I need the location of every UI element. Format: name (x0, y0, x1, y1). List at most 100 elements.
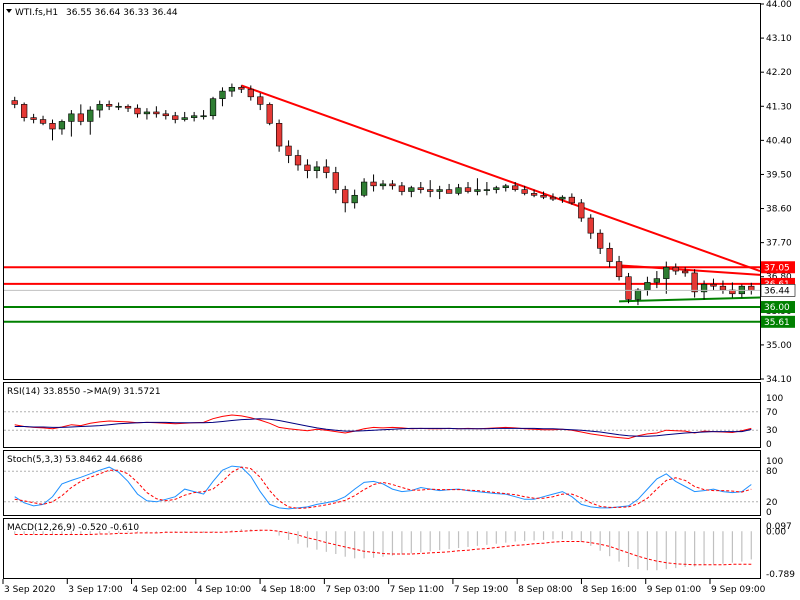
time-tick-label: 9 Sep 01:00 (647, 585, 702, 595)
level-price-tag (761, 261, 795, 274)
candle-body (115, 105, 122, 108)
horizontal-levels (4, 266, 760, 323)
candle-body (521, 189, 528, 194)
candle-body (68, 113, 75, 122)
candle-body (483, 189, 491, 191)
candle-body (540, 194, 547, 198)
rsi-ma-line (14, 418, 752, 437)
current-price-tag (760, 284, 796, 297)
rsi-tick-label: 0 (766, 440, 772, 450)
price-tick-label: 37.70 (766, 239, 792, 249)
price-tick-label: 42.20 (766, 68, 792, 78)
price-tick-label: 38.60 (766, 205, 792, 215)
candle-body (653, 278, 660, 283)
candle-body (663, 266, 670, 279)
macd-signal-line (14, 529, 752, 566)
macd-label: MACD(12,26,9) -0.520 -0.610 (7, 523, 139, 533)
time-axis: 3 Sep 2020 3 Sep 17:00 4 Sep 02:00 4 Sep 10… (2, 579, 766, 595)
current-price-tag-label: 36.44 (764, 286, 790, 296)
candle-body (474, 189, 481, 192)
candle-body (143, 111, 151, 115)
time-tick-label: 7 Sep 03:00 (325, 585, 380, 595)
trendline (619, 264, 761, 276)
time-tick-label: 4 Sep 18:00 (261, 585, 316, 595)
price-tick-label: 44.00 (766, 0, 792, 10)
candle-body (247, 88, 254, 98)
trendline (241, 84, 761, 272)
macd-tick-label: -0.789 (766, 570, 795, 580)
rsi-label: RSI(14) 33.8550 ->MA(9) 31.5721 (7, 387, 161, 397)
candle-body (228, 87, 236, 92)
candle-body (408, 187, 415, 192)
trendline (619, 296, 761, 303)
candle-body (634, 289, 642, 300)
price-tick-label: 36.80 (766, 273, 792, 283)
candle-body (436, 189, 443, 192)
stoch-main-line (14, 465, 752, 510)
candle-body (191, 115, 198, 118)
candle-body (39, 119, 47, 124)
time-tick-label: 8 Sep 08:00 (518, 585, 573, 595)
candle-body (644, 282, 651, 291)
candle-body (625, 276, 632, 300)
time-tick-label: 3 Sep 17:00 (68, 585, 123, 595)
time-tick-label: 9 Sep 09:00 (711, 585, 766, 595)
rsi-tick-label: 70 (766, 408, 778, 418)
level-price-tag-label: 37.05 (764, 263, 790, 273)
candle-body (597, 232, 604, 249)
candle-body (106, 104, 113, 107)
rsi-tick-label: 30 (766, 426, 778, 436)
candle-body (96, 104, 103, 111)
candle-body (11, 100, 18, 105)
candle-body (417, 187, 424, 190)
candle-body (49, 123, 56, 130)
candle-body (615, 261, 623, 278)
price-pane[interactable] (3, 3, 761, 380)
time-tick-label: 3 Sep 2020 (4, 585, 56, 595)
stoch-label: Stoch(5,3,3) 53.8462 44.6686 (7, 455, 143, 465)
symbol-dropdown-icon[interactable] (6, 9, 12, 13)
candle-body (323, 166, 330, 173)
candle-body (370, 181, 377, 187)
price-tick-label: 34.10 (766, 375, 792, 385)
candle-body (748, 285, 755, 291)
candle-body (209, 98, 217, 117)
candle-body (606, 248, 613, 262)
candle-body (578, 202, 585, 219)
candle-body (238, 87, 245, 90)
candle-body (124, 105, 132, 109)
candle-body (682, 270, 689, 274)
macd-pane[interactable] (3, 518, 761, 579)
candle-body (332, 172, 339, 190)
macd-tick-label: 0.00 (766, 527, 786, 537)
candle-body (351, 194, 358, 204)
candle-body (153, 111, 160, 115)
candle-body (549, 196, 557, 200)
candle-body (427, 189, 434, 192)
price-tick-label: 39.50 (766, 170, 792, 180)
price-tick-label: 43.10 (766, 34, 792, 44)
price-tick-label: 35.00 (766, 341, 792, 351)
candles (11, 83, 755, 306)
candle-body (294, 155, 302, 166)
symbol-label: WTI.fs,H1 (15, 8, 58, 18)
candle-body (710, 284, 717, 287)
stochastic-tick-label: 80 (766, 467, 778, 477)
candle-body (342, 189, 349, 204)
candle-body (313, 166, 321, 171)
candle-body (672, 266, 679, 272)
candle-body (389, 183, 396, 187)
stochastic-tick-label: 20 (766, 498, 778, 508)
candle-body (134, 107, 141, 115)
candle-body (360, 181, 368, 196)
level-price-tag (761, 301, 795, 314)
candle-body (77, 113, 84, 122)
time-tick-label: 7 Sep 19:00 (454, 585, 509, 595)
time-tick-label: 7 Sep 11:00 (390, 585, 445, 595)
candle-body (559, 196, 566, 200)
stoch-signal-line (14, 466, 752, 509)
